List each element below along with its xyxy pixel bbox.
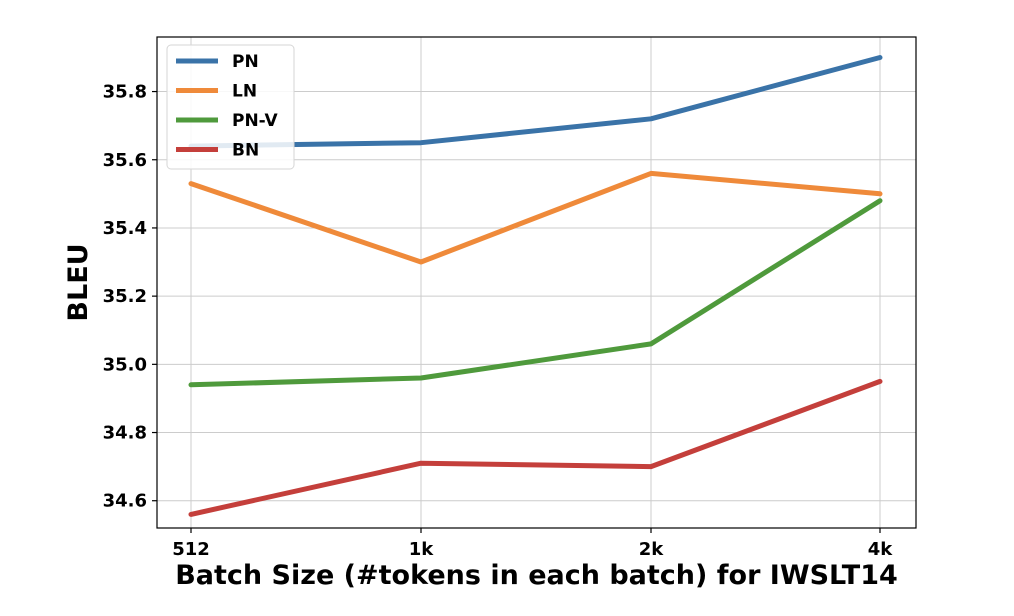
y-tick-label: 35.0 [103,354,147,375]
y-axis-label: BLEU [63,243,94,321]
legend-label: PN [232,52,259,72]
series-line-pn [188,55,883,149]
legend-label: PN-V [232,111,279,131]
plot-frame [156,36,917,529]
x-tick-label: 4k [868,539,894,560]
y-tick-label: 34.6 [103,491,147,512]
legend: PN LN PN-V BN [166,44,295,170]
legend-label: LN [232,82,257,102]
y-tick-label: 35.6 [103,150,147,171]
x-axis-label: Batch Size (#tokens in each batch) for I… [175,560,898,591]
series-line-ln [188,170,883,265]
y-tick-label: 35.4 [103,218,147,239]
series-lines [188,55,883,517]
y-tick-label: 35.2 [103,286,147,307]
axis-ticks: 512 1k 2k 4k 34.6 34.8 35.0 35.2 35.4 35.6 35.8 [103,82,894,560]
x-tick-label: 1k [409,539,435,560]
series-line-pn-v [188,198,883,388]
legend-box [166,44,295,170]
legend-label: BN [232,141,259,161]
y-tick-label: 34.8 [103,423,147,444]
x-tick-label: 512 [172,539,210,560]
y-tick-label: 35.8 [103,82,147,103]
series-line-bn [188,378,883,517]
x-tick-label: 2k [639,539,665,560]
